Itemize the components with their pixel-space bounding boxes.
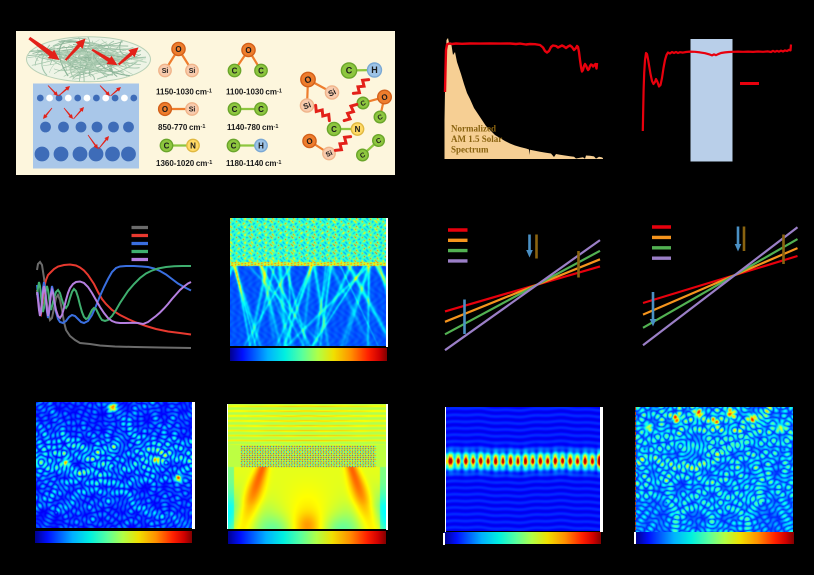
svg-text:C: C: [258, 66, 264, 75]
svg-text:1180-1140 cm-1: 1180-1140 cm-1: [226, 159, 281, 168]
svg-text:C: C: [231, 141, 237, 150]
svg-text:O: O: [305, 136, 313, 146]
svg-text:O: O: [162, 105, 168, 114]
svg-text:C: C: [232, 66, 238, 75]
svg-text:Si: Si: [189, 107, 196, 114]
svg-text:O: O: [245, 46, 251, 55]
svg-text:AM 1.5 Solar: AM 1.5 Solar: [451, 134, 502, 144]
svg-text:Si: Si: [325, 150, 334, 159]
svg-text:N: N: [355, 125, 361, 134]
svg-text:O: O: [175, 45, 181, 54]
svg-text:C: C: [360, 100, 368, 108]
svg-text:1100-1030 cm-1: 1100-1030 cm-1: [226, 88, 282, 97]
svg-text:C: C: [258, 105, 264, 114]
svg-text:1150-1030 cm-1: 1150-1030 cm-1: [156, 88, 212, 97]
svg-text:Normalized: Normalized: [451, 124, 496, 134]
svg-text:Si: Si: [189, 68, 196, 75]
svg-text:C: C: [377, 114, 385, 122]
svg-text:1140-780 cm-1: 1140-780 cm-1: [227, 123, 278, 132]
svg-text:C: C: [331, 125, 337, 134]
svg-text:O: O: [380, 92, 388, 102]
svg-text:C: C: [232, 105, 238, 114]
svg-text:1360-1020 cm-1: 1360-1020 cm-1: [156, 159, 212, 168]
svg-text:O: O: [303, 74, 313, 86]
svg-text:C: C: [359, 152, 367, 160]
svg-text:C: C: [346, 66, 353, 76]
svg-text:Si: Si: [327, 87, 338, 98]
svg-text:C: C: [164, 141, 170, 150]
svg-text:Si: Si: [302, 100, 312, 111]
svg-text:Spectrum: Spectrum: [451, 145, 489, 155]
svg-text:C: C: [375, 137, 383, 145]
svg-text:850-770 cm-1: 850-770 cm-1: [158, 123, 205, 132]
svg-text:Si: Si: [162, 68, 169, 75]
svg-text:H: H: [258, 141, 264, 150]
svg-text:H: H: [371, 65, 378, 75]
svg-text:N: N: [190, 141, 196, 150]
